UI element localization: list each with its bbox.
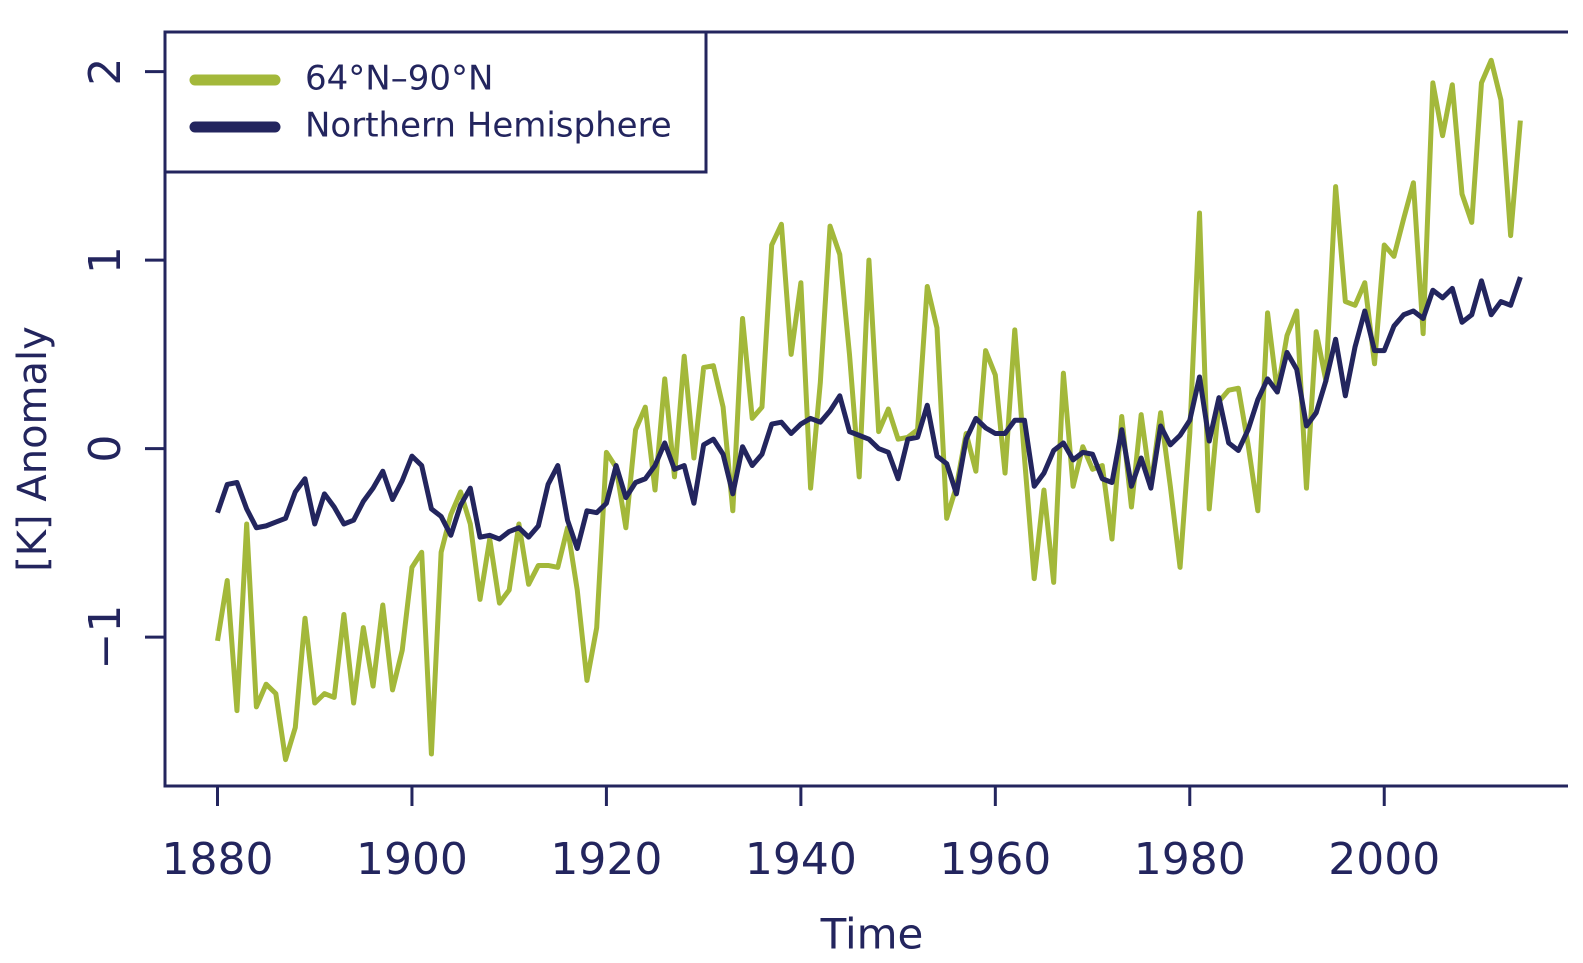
data-line	[215, 276, 1523, 551]
x-tick-label: 1980	[1134, 834, 1246, 885]
y-tick-label: 1	[80, 246, 131, 274]
y-axis-label: [K] Anomaly	[10, 326, 56, 572]
x-axis-label: Time	[820, 910, 924, 959]
plot-frame	[163, 30, 1568, 788]
x-tick-label: 2000	[1328, 834, 1440, 885]
legend-label: Northern Hemisphere	[305, 106, 672, 146]
x-tick-label: 1880	[162, 834, 274, 885]
data-line	[215, 57, 1523, 763]
y-tick-label: −1	[80, 605, 131, 670]
legend-box	[163, 30, 708, 174]
legend-label: 64°N–90°N	[305, 59, 493, 99]
x-tick-label: 1920	[550, 834, 662, 885]
x-tick-label: 1900	[356, 834, 468, 885]
x-tick-label: 1960	[939, 834, 1051, 885]
y-tick-label: 0	[80, 435, 131, 463]
x-tick-label: 1940	[745, 834, 857, 885]
y-tick-label: 2	[80, 58, 131, 86]
